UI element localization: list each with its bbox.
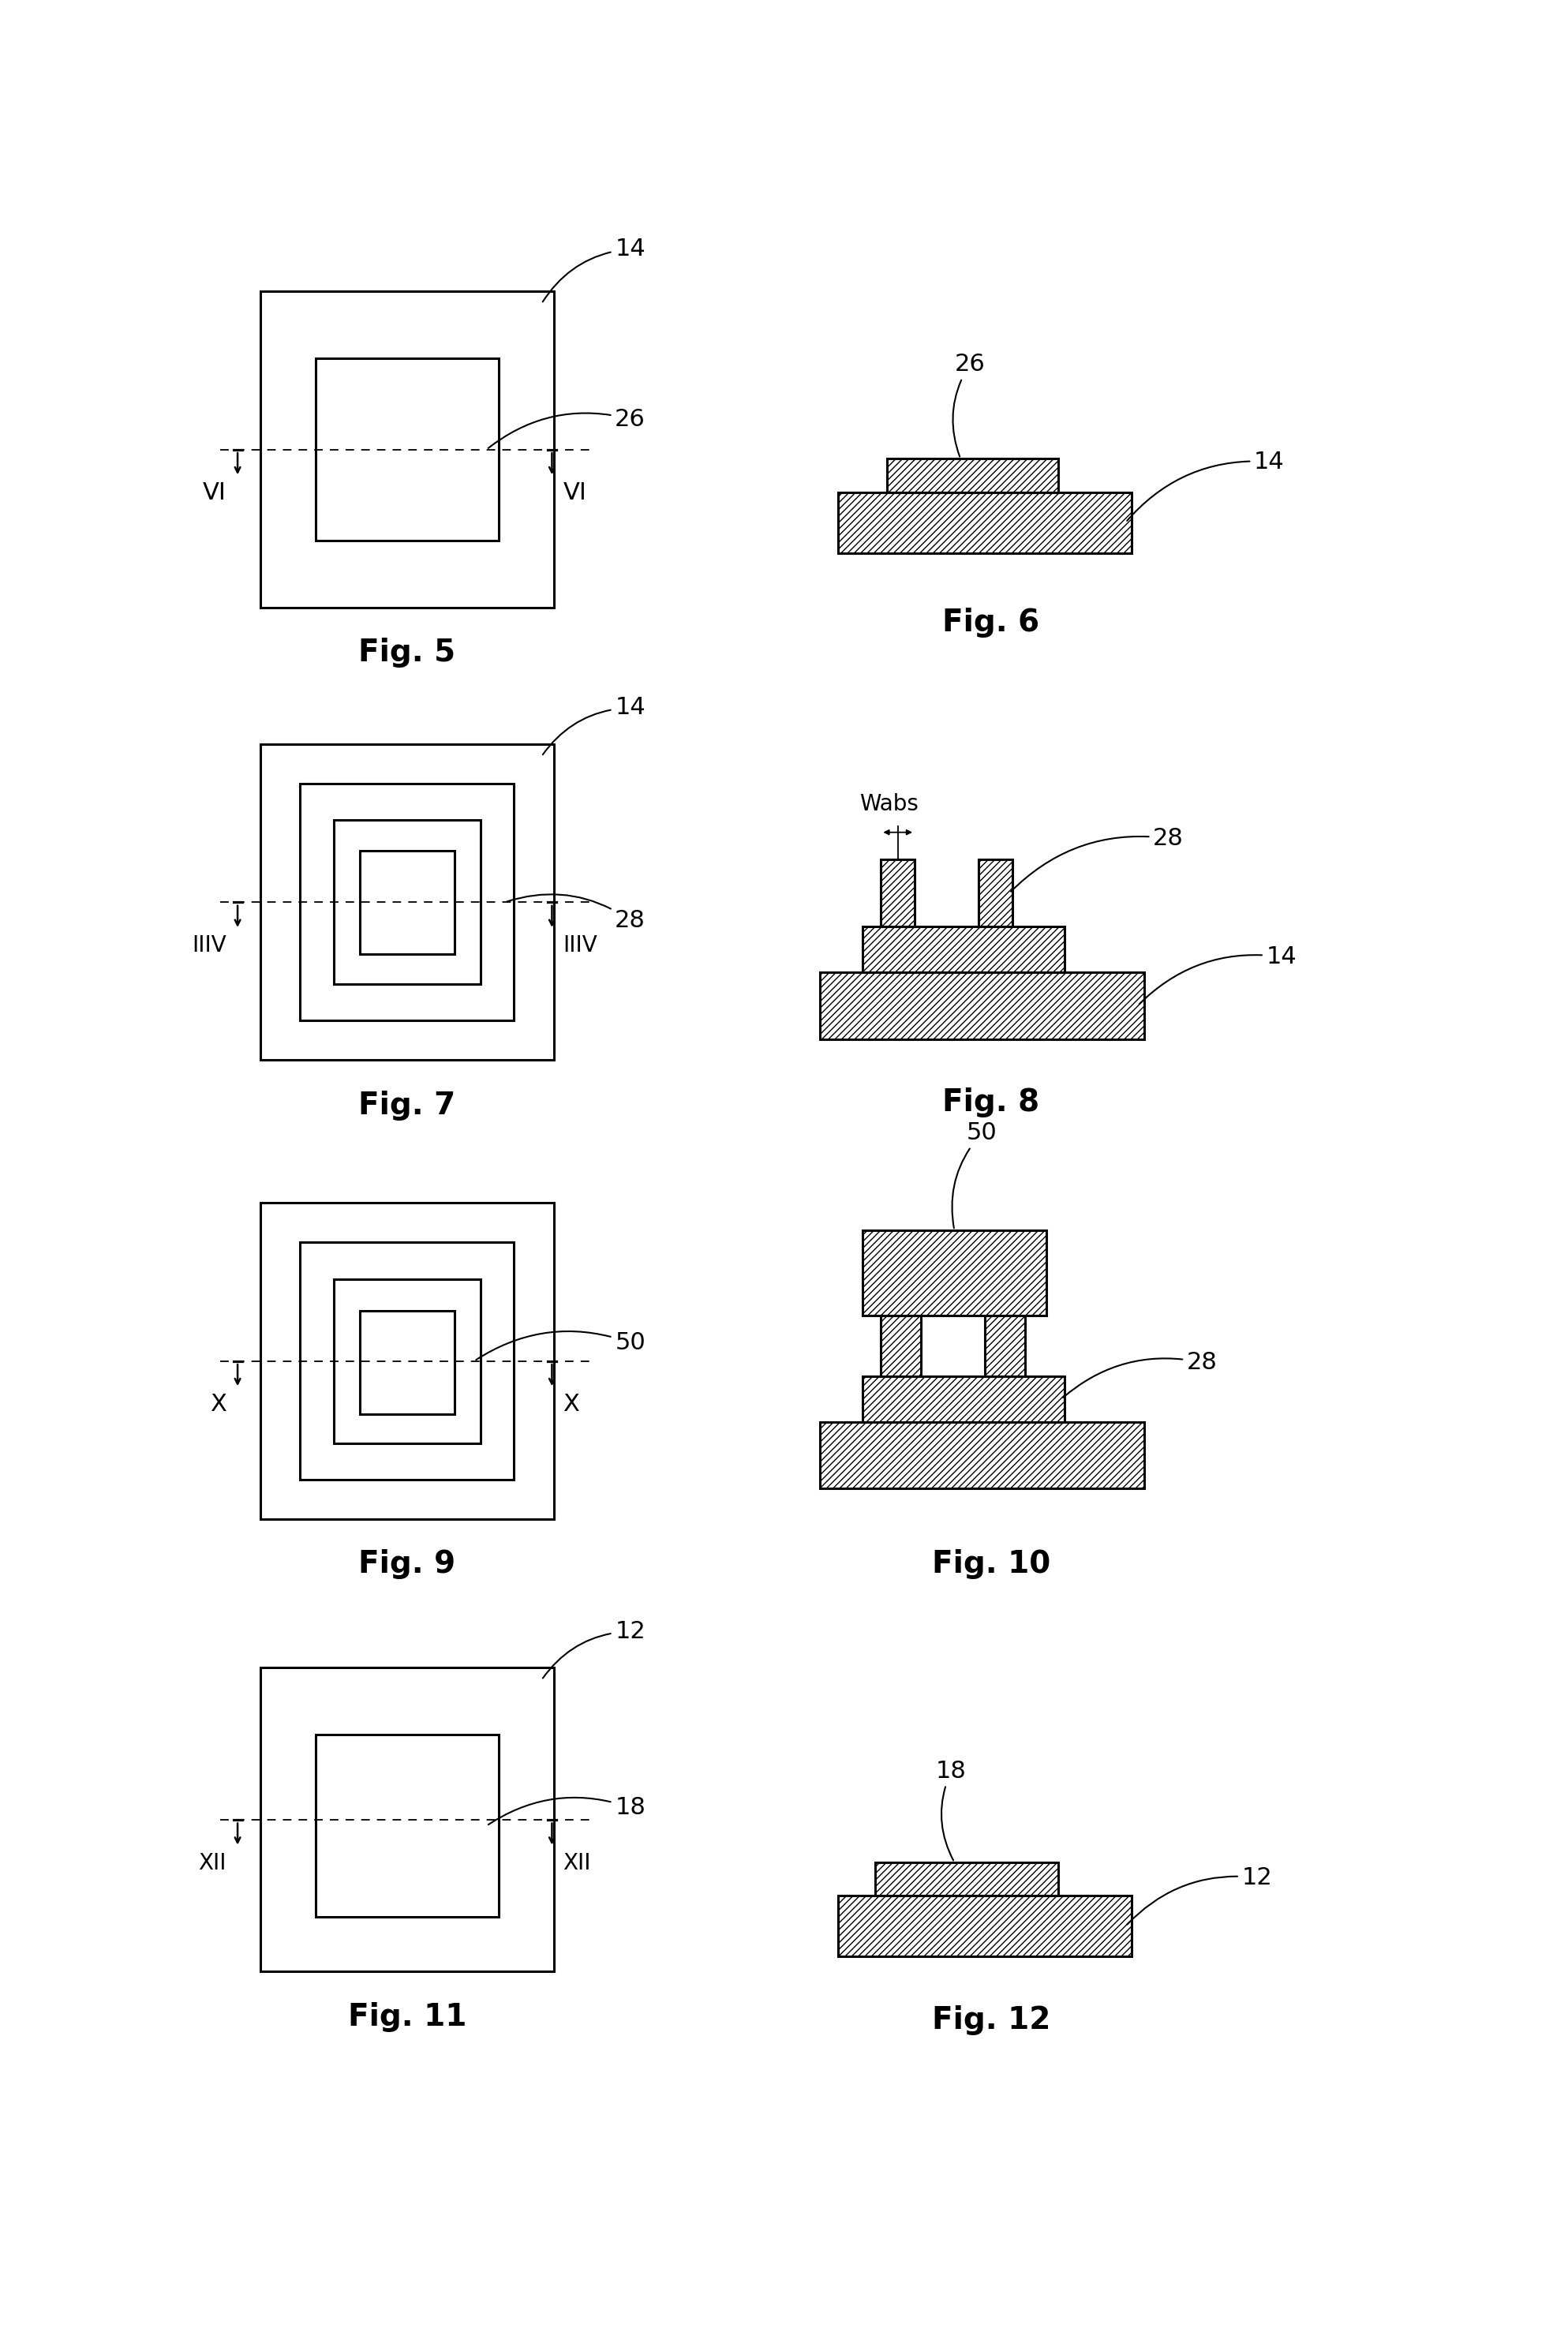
Bar — [334, 1278, 480, 1443]
Bar — [862, 1376, 1065, 1422]
Bar — [839, 491, 1132, 552]
Text: 28: 28 — [1063, 1350, 1217, 1397]
Text: 28: 28 — [1011, 826, 1184, 892]
Text: Wabs: Wabs — [859, 794, 919, 815]
Text: Fig. 6: Fig. 6 — [942, 608, 1040, 638]
Bar — [978, 859, 1013, 927]
Text: 18: 18 — [488, 1797, 646, 1825]
Bar — [361, 850, 455, 954]
Bar — [887, 459, 1058, 491]
Text: Fig. 10: Fig. 10 — [931, 1550, 1051, 1578]
Bar — [820, 973, 1145, 1038]
Bar — [862, 927, 1065, 973]
Bar — [260, 291, 554, 608]
Bar — [820, 1422, 1145, 1488]
Text: 14: 14 — [543, 237, 646, 303]
Bar — [862, 1229, 1046, 1315]
Text: 14: 14 — [1127, 449, 1284, 521]
Text: Fig. 9: Fig. 9 — [359, 1550, 456, 1578]
Text: X: X — [563, 1392, 580, 1415]
Bar — [839, 1895, 1132, 1956]
Text: Fig. 12: Fig. 12 — [931, 2004, 1051, 2035]
Text: 14: 14 — [543, 696, 646, 754]
Text: 28: 28 — [506, 894, 646, 931]
Bar — [881, 859, 914, 927]
Bar — [315, 359, 499, 540]
Bar — [334, 819, 480, 985]
Text: 50: 50 — [477, 1332, 646, 1360]
Text: 12: 12 — [1127, 1867, 1272, 1925]
Text: IIIV: IIIV — [191, 934, 227, 957]
Bar — [299, 785, 514, 1020]
Text: XII: XII — [199, 1853, 227, 1874]
Text: 12: 12 — [543, 1620, 646, 1678]
Text: VI: VI — [202, 482, 227, 505]
Bar — [985, 1315, 1024, 1376]
Text: Fig. 5: Fig. 5 — [359, 638, 456, 668]
Bar — [260, 1204, 554, 1518]
Bar — [881, 1315, 920, 1376]
Bar — [299, 1243, 514, 1481]
Text: IIIV: IIIV — [563, 934, 597, 957]
Text: X: X — [210, 1392, 227, 1415]
Bar — [315, 1734, 499, 1916]
Text: 50: 50 — [952, 1122, 997, 1229]
Bar — [361, 1311, 455, 1413]
Text: Fig. 11: Fig. 11 — [348, 2002, 466, 2032]
Bar — [260, 1667, 554, 1972]
Text: 18: 18 — [936, 1760, 967, 1860]
Text: XII: XII — [563, 1853, 591, 1874]
Text: 26: 26 — [488, 407, 646, 449]
Text: 26: 26 — [953, 354, 985, 456]
Bar — [875, 1862, 1058, 1895]
Bar — [260, 745, 554, 1059]
Text: Fig. 7: Fig. 7 — [359, 1090, 456, 1120]
Text: VI: VI — [563, 482, 586, 505]
Text: 14: 14 — [1140, 945, 1297, 1003]
Text: Fig. 8: Fig. 8 — [942, 1087, 1040, 1117]
